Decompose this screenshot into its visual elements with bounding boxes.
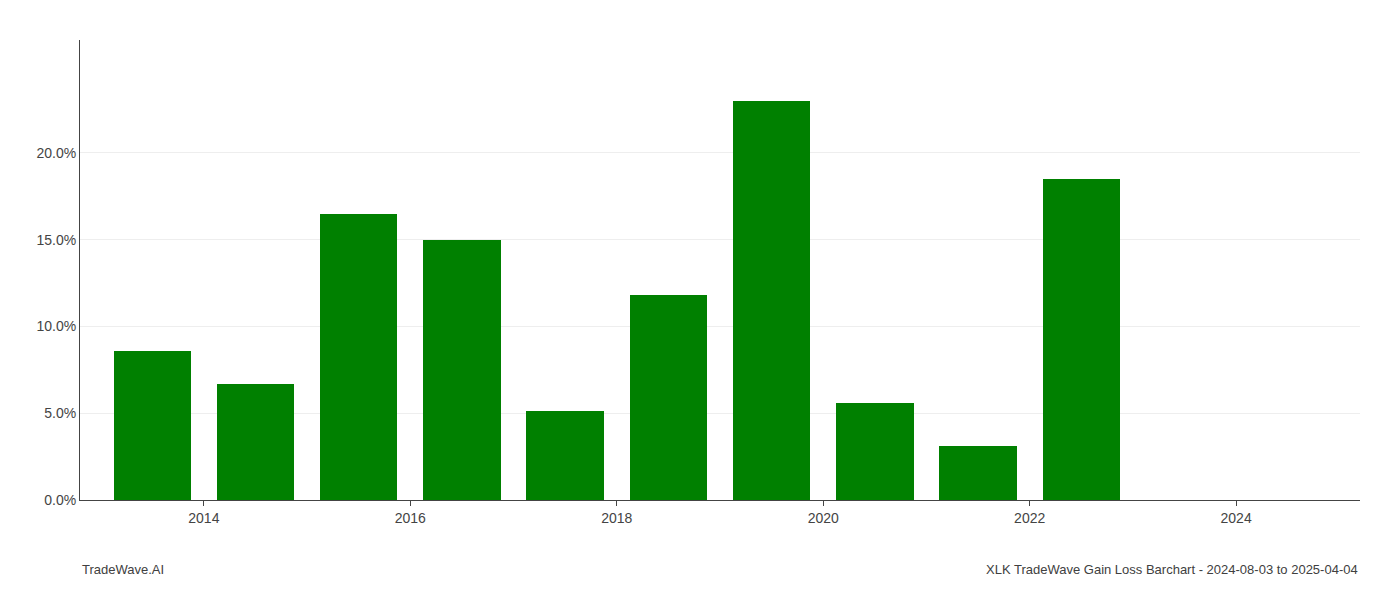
svg-text:2024: 2024 [1221, 510, 1252, 526]
svg-text:2014: 2014 [188, 510, 219, 526]
svg-text:XLK TradeWave Gain Loss Barcha: XLK TradeWave Gain Loss Barchart - 2024-… [986, 562, 1358, 577]
svg-text:2018: 2018 [601, 510, 632, 526]
svg-text:0.0%: 0.0% [44, 492, 76, 508]
svg-text:15.0%: 15.0% [36, 232, 76, 248]
svg-text:2016: 2016 [395, 510, 426, 526]
svg-text:TradeWave.AI: TradeWave.AI [82, 562, 164, 577]
svg-text:20.0%: 20.0% [36, 145, 76, 161]
svg-text:2022: 2022 [1014, 510, 1045, 526]
svg-text:10.0%: 10.0% [36, 318, 76, 334]
svg-text:5.0%: 5.0% [44, 405, 76, 421]
svg-text:2020: 2020 [808, 510, 839, 526]
